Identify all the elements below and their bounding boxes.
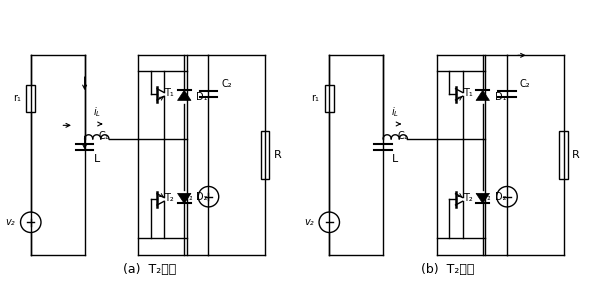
Text: v₂: v₂ (5, 217, 15, 227)
Text: $i_L$: $i_L$ (391, 105, 399, 119)
Text: r₁: r₁ (311, 93, 319, 103)
Bar (325, 85, 334, 112)
Text: C₁: C₁ (397, 131, 408, 141)
Text: C₁: C₁ (99, 131, 109, 141)
Text: v₁: v₁ (482, 192, 491, 202)
Bar (26, 85, 35, 112)
Polygon shape (177, 90, 191, 100)
Text: R: R (273, 150, 281, 160)
Text: R: R (572, 150, 580, 160)
Text: D₂: D₂ (196, 192, 208, 202)
Text: D₁: D₁ (495, 92, 506, 102)
Text: D₂: D₂ (495, 192, 506, 202)
Bar (261, 131, 269, 179)
Polygon shape (476, 90, 490, 100)
Bar (559, 131, 568, 179)
Polygon shape (177, 193, 191, 203)
Text: (a)  T₂导通: (a) T₂导通 (122, 263, 176, 276)
Text: v₁: v₁ (183, 192, 193, 202)
Text: T₂: T₂ (463, 193, 473, 203)
Text: T₁: T₁ (164, 88, 174, 98)
Text: r₁: r₁ (13, 93, 21, 103)
Polygon shape (476, 193, 490, 203)
Text: (b)  T₂关断: (b) T₂关断 (421, 263, 475, 276)
Text: T₂: T₂ (164, 193, 174, 203)
Text: L: L (392, 154, 398, 164)
Text: C₂: C₂ (520, 79, 530, 89)
Text: $i_L$: $i_L$ (93, 105, 101, 119)
Text: D₁: D₁ (196, 92, 208, 102)
Text: C₂: C₂ (221, 79, 232, 89)
Text: v₂: v₂ (304, 217, 313, 227)
Text: L: L (94, 154, 100, 164)
Text: T₁: T₁ (463, 88, 473, 98)
